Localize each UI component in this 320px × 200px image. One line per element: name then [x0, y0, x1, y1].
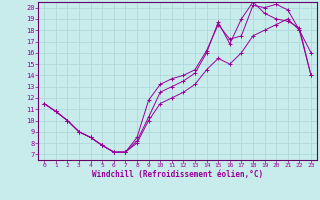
X-axis label: Windchill (Refroidissement éolien,°C): Windchill (Refroidissement éolien,°C): [92, 170, 263, 179]
